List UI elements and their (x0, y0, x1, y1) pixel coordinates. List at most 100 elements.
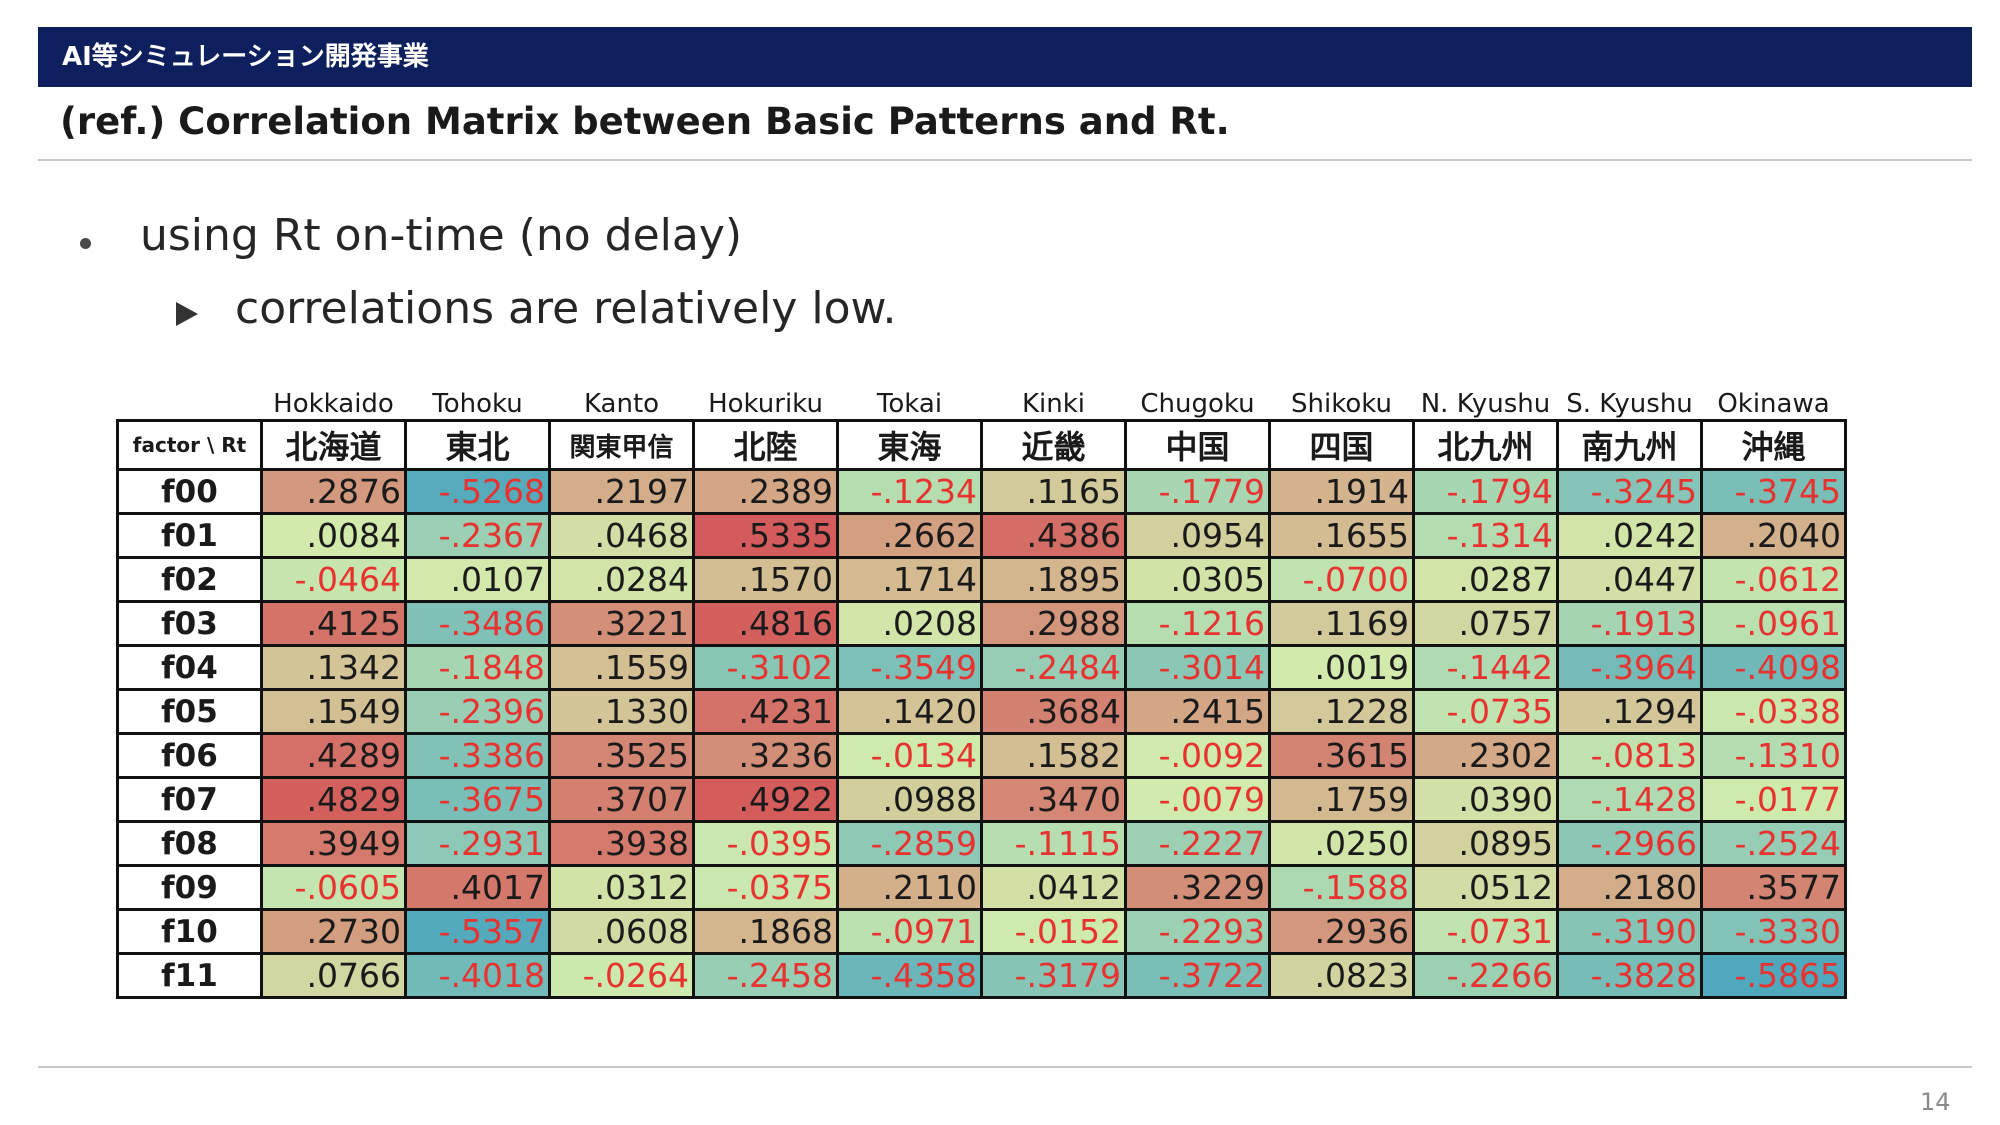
heatmap-cell: -.3828 (1556, 952, 1703, 999)
heatmap-cell: .2302 (1412, 732, 1559, 779)
heatmap-cell: -.0092 (1124, 732, 1271, 779)
heatmap-cell: -.3386 (404, 732, 551, 779)
table-row: f00.2876 -.5268.2197.2389 -.1234.1165 -.177… (116, 468, 1847, 515)
heatmap-cell: -.5268 (404, 468, 551, 515)
column-label-en: Tohoku (405, 389, 550, 421)
heatmap-cell: .0242 (1556, 512, 1703, 559)
heatmap-cell: -.0264 (548, 952, 695, 999)
table-row: f09 -.0605.4017.0312 -.0375.2110.0412.3229… (116, 864, 1847, 911)
title-divider (38, 159, 1972, 161)
table-row: f07.4829 -.3675.3707.4922.0988.3470 -.0079… (116, 776, 1847, 823)
heatmap-cell: .4289 (260, 732, 407, 779)
column-label-en: Shikoku (1269, 389, 1414, 421)
heatmap-cell: .0468 (548, 512, 695, 559)
heatmap-cell: .0988 (836, 776, 983, 823)
heatmap-cell: -.0700 (1268, 556, 1415, 603)
heatmap-cell: .0287 (1412, 556, 1559, 603)
column-label-en: Kinki (981, 389, 1126, 421)
heatmap-cell: -.0731 (1412, 908, 1559, 955)
heatmap-cell: .0512 (1412, 864, 1559, 911)
column-label-jp: 四国 (1268, 419, 1415, 471)
footer-divider (38, 1066, 1972, 1068)
slide-title: (ref.) Correlation Matrix between Basic … (60, 100, 1230, 143)
heatmap-cell: .2876 (260, 468, 407, 515)
table-row: f05.1549 -.2396.1330.4231.1420.3684.2415.… (116, 688, 1847, 735)
column-label-en: Hokkaido (261, 389, 406, 421)
row-label: f07 (116, 776, 263, 823)
heatmap-cell: -.2367 (404, 512, 551, 559)
heatmap-cell: .3229 (1124, 864, 1271, 911)
row-label: f11 (116, 952, 263, 999)
heatmap-cell: -.2458 (692, 952, 839, 999)
row-label: f04 (116, 644, 263, 691)
column-label-jp: 南九州 (1556, 419, 1703, 471)
heatmap-cell: .2389 (692, 468, 839, 515)
heatmap-cell: .1914 (1268, 468, 1415, 515)
heatmap-cell: .0608 (548, 908, 695, 955)
table-row: f01.0084 -.2367.0468.5335.2662.4386.0954.… (116, 512, 1847, 559)
row-label: f10 (116, 908, 263, 955)
heatmap-cell: -.0375 (692, 864, 839, 911)
heatmap-cell: -.0971 (836, 908, 983, 955)
column-label-en: Okinawa (1701, 389, 1846, 421)
column-label-jp: 近畿 (980, 419, 1127, 471)
heatmap-cell: -.1314 (1412, 512, 1559, 559)
heatmap-cell: -.0813 (1556, 732, 1703, 779)
section-header-bar: AI等シミュレーション開発事業 (38, 27, 1972, 87)
heatmap-cell: .0107 (404, 556, 551, 603)
heatmap-cell: -.3675 (404, 776, 551, 823)
heatmap-cell: .1868 (692, 908, 839, 955)
heatmap-cell: .3707 (548, 776, 695, 823)
column-label-jp: 沖縄 (1700, 419, 1847, 471)
table-row: f03.4125 -.3486.3221.4816.0208.2988 -.1216… (116, 600, 1847, 647)
heatmap-cell: -.3330 (1700, 908, 1847, 955)
table-row: f06.4289 -.3386.3525.3236 -.0134.1582 -.009… (116, 732, 1847, 779)
heatmap-cell: .4816 (692, 600, 839, 647)
heatmap-cell: -.1428 (1556, 776, 1703, 823)
heatmap-cell: -.2227 (1124, 820, 1271, 867)
heatmap-cell: -.3722 (1124, 952, 1271, 999)
heatmap-cell: -.1115 (980, 820, 1127, 867)
heatmap-cell: -.2396 (404, 688, 551, 735)
column-label-jp: 北九州 (1412, 419, 1559, 471)
heatmap-cell: -.1216 (1124, 600, 1271, 647)
heatmap-cell: .0895 (1412, 820, 1559, 867)
column-label-jp: 東海 (836, 419, 983, 471)
column-label-en: Chugoku (1125, 389, 1270, 421)
heatmap-cell: .1420 (836, 688, 983, 735)
table-row: f04.1342 -.1848.1559 -.3102 -.3549 -.2484 -.3… (116, 644, 1847, 691)
heatmap-cell: .1655 (1268, 512, 1415, 559)
bullet-level-1: using Rt on-time (no delay) (140, 210, 743, 261)
heatmap-cell: -.3486 (404, 600, 551, 647)
column-label-en: Kanto (549, 389, 694, 421)
heatmap-cell: -.2966 (1556, 820, 1703, 867)
row-label: f06 (116, 732, 263, 779)
heatmap-cell: -.2931 (404, 820, 551, 867)
heatmap-cell: .3525 (548, 732, 695, 779)
heatmap-cell: .1342 (260, 644, 407, 691)
heatmap-cell: -.2859 (836, 820, 983, 867)
heatmap-cell: -.0177 (1700, 776, 1847, 823)
heatmap-cell: -.1848 (404, 644, 551, 691)
heatmap-cell: .1714 (836, 556, 983, 603)
column-label-en: N. Kyushu (1413, 389, 1558, 421)
bullet-level-2: correlations are relatively low. (235, 283, 897, 334)
heatmap-cell: -.3102 (692, 644, 839, 691)
heatmap-cell: .0757 (1412, 600, 1559, 647)
heatmap-cell: .2988 (980, 600, 1127, 647)
heatmap-cell: -.3745 (1700, 468, 1847, 515)
heatmap-cell: .0305 (1124, 556, 1271, 603)
heatmap-cell: -.2484 (980, 644, 1127, 691)
heatmap-cell: -.1779 (1124, 468, 1271, 515)
heatmap-cell: .4829 (260, 776, 407, 823)
heatmap-cell: .3615 (1268, 732, 1415, 779)
heatmap-cell: -.3964 (1556, 644, 1703, 691)
row-label: f01 (116, 512, 263, 559)
heatmap-cell: .1570 (692, 556, 839, 603)
heatmap-cell: .3236 (692, 732, 839, 779)
heatmap-cell: .4125 (260, 600, 407, 647)
heatmap-cell: -.4018 (404, 952, 551, 999)
table-row: f08.3949 -.2931.3938 -.0395 -.2859 -.1115 -.2… (116, 820, 1847, 867)
heatmap-cell: .1582 (980, 732, 1127, 779)
heatmap-cell: -.2293 (1124, 908, 1271, 955)
